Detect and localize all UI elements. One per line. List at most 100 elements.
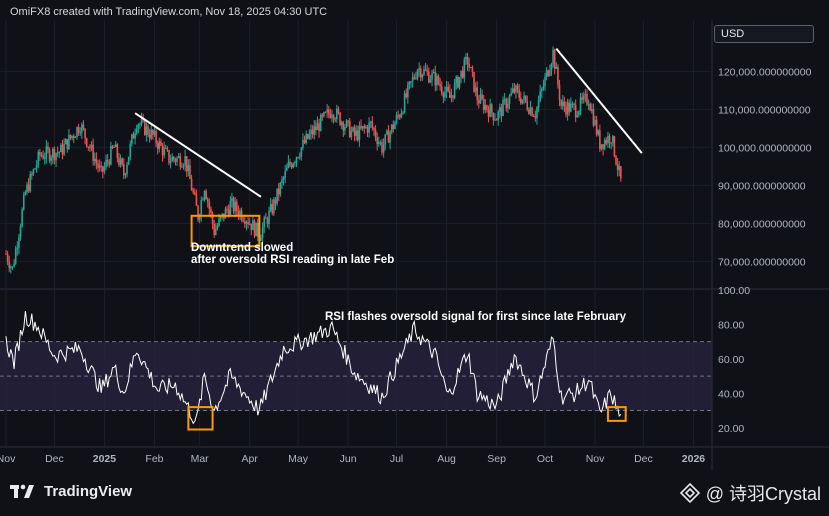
time-axis-label: Dec xyxy=(634,453,653,465)
candle-body xyxy=(568,102,571,112)
candle-body xyxy=(591,109,593,111)
candle-body xyxy=(318,123,320,132)
candle-body xyxy=(132,134,135,139)
candle-body xyxy=(332,115,335,120)
candle-body xyxy=(292,163,295,168)
candle-body xyxy=(497,111,500,121)
candle-body xyxy=(71,135,73,138)
candle-body xyxy=(377,142,380,145)
candle-body xyxy=(361,126,364,129)
candle-body xyxy=(95,158,98,164)
candle-body xyxy=(457,76,459,88)
candle-body xyxy=(448,90,451,98)
candle-body xyxy=(461,70,464,78)
candle-body xyxy=(324,112,327,114)
candle-body xyxy=(174,159,177,162)
candle-body xyxy=(587,104,590,106)
candle-body xyxy=(311,129,314,135)
candle-body xyxy=(276,188,278,204)
candle-body xyxy=(76,127,78,138)
candle-body xyxy=(58,151,61,153)
candle-body xyxy=(479,94,482,104)
candle-body xyxy=(613,136,616,157)
candle-body xyxy=(458,77,461,88)
candle-body xyxy=(202,199,204,201)
candle-body xyxy=(87,146,90,148)
candle-body xyxy=(118,158,120,165)
candle-body xyxy=(574,105,577,118)
candle-body xyxy=(386,130,388,135)
time-axis-label: 2026 xyxy=(682,453,706,465)
tradingview-logo[interactable]: TradingView xyxy=(10,482,132,500)
candle-body xyxy=(134,133,136,139)
candle-body xyxy=(319,114,322,132)
candle-body xyxy=(384,134,387,145)
candle-body xyxy=(578,111,580,116)
candle-body xyxy=(145,126,148,136)
candle-body xyxy=(297,157,299,159)
candle-body xyxy=(508,95,511,104)
candle-body xyxy=(197,205,199,220)
candle-body xyxy=(518,89,520,98)
candle-body xyxy=(321,114,324,117)
candle-body xyxy=(450,95,453,98)
candle-body xyxy=(119,158,122,165)
candle-body xyxy=(444,92,446,98)
candle-body xyxy=(334,119,337,121)
candle-body xyxy=(182,165,185,167)
candle-body xyxy=(494,119,496,121)
candle-body xyxy=(594,119,596,126)
candle-body xyxy=(520,97,522,104)
candle-body xyxy=(93,158,96,162)
candle-body xyxy=(50,157,52,161)
candle-body xyxy=(516,85,519,90)
candle-body xyxy=(6,253,9,262)
candle-body xyxy=(397,115,399,117)
candle-body xyxy=(211,213,214,224)
candle-body xyxy=(213,223,215,235)
time-axis-label: Nov xyxy=(0,453,16,465)
candle-body xyxy=(426,70,428,72)
candle-body xyxy=(237,210,240,216)
candle-body xyxy=(121,158,123,165)
candle-body xyxy=(521,99,524,104)
candle-body xyxy=(352,127,354,131)
candle-body xyxy=(108,161,111,165)
candle-body xyxy=(474,87,477,92)
rsi-highlight-box xyxy=(606,406,627,422)
candle-body xyxy=(434,71,437,86)
candle-body xyxy=(371,121,374,128)
candle-body xyxy=(281,179,283,184)
candle-body xyxy=(90,144,93,149)
candle-body xyxy=(265,217,267,219)
candle-body xyxy=(455,76,458,84)
candle-body xyxy=(439,83,441,87)
candle-body xyxy=(442,93,445,98)
candle-body xyxy=(374,130,377,138)
binance-diamond-icon xyxy=(679,483,700,503)
candle-body xyxy=(139,123,141,125)
candle-body xyxy=(69,134,72,138)
candle-body xyxy=(558,84,561,100)
candle-body xyxy=(465,56,467,60)
candle-body xyxy=(152,129,154,135)
candle-body xyxy=(266,218,269,225)
candle-body xyxy=(261,227,264,238)
candle-body xyxy=(282,177,285,180)
candle-body xyxy=(373,127,375,131)
chart-attribution: OmiFX8 created with TradingView.com, Nov… xyxy=(10,6,328,18)
candle-body xyxy=(469,67,472,69)
candle-body xyxy=(528,109,530,114)
author-watermark: @ 诗羽Crystal xyxy=(679,480,821,506)
candle-body xyxy=(200,200,203,216)
time-axis-label: May xyxy=(288,453,309,465)
candle-body xyxy=(592,109,595,126)
candle-body xyxy=(55,153,57,161)
candle-body xyxy=(500,107,503,117)
candle-body xyxy=(14,249,17,264)
candle-body xyxy=(97,163,99,168)
currency-selector[interactable]: USD xyxy=(714,25,814,43)
rsi-highlight-box xyxy=(187,406,214,431)
time-axis-label: Mar xyxy=(191,453,210,465)
